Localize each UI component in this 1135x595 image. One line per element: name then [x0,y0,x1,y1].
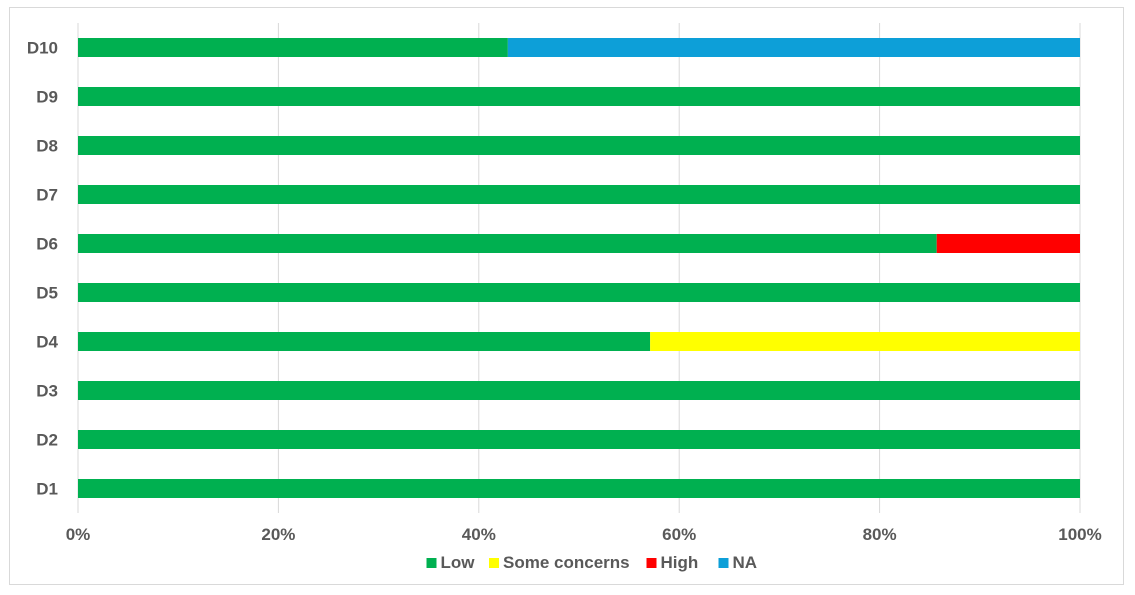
bar-segment-some-concerns [650,332,1080,351]
bar-segment-low [78,87,1080,106]
bars [78,38,1080,498]
category-label: D9 [36,88,58,107]
bar-segment-na [507,38,1080,57]
legend-swatch [489,558,499,568]
x-tick-label: 80% [863,525,897,544]
bar-segment-low [78,430,1080,449]
x-tick-label: 60% [662,525,696,544]
x-tick-label: 20% [261,525,295,544]
legend-swatch [718,558,729,568]
category-label: D8 [36,137,58,156]
legend: Low Some concerns High NA [426,553,758,572]
bar-segment-low [78,283,1080,302]
bar-segment-high [936,234,1080,253]
category-label: D3 [36,382,58,401]
legend-label: High [661,553,699,572]
x-tick-label: 40% [462,525,496,544]
legend-swatch [426,558,437,568]
category-labels: D1 D2 D3 D4 D5 D6 D7 D8 D9 D10 [27,39,59,499]
category-label: D6 [36,235,58,254]
x-tick-label: 100% [1058,525,1101,544]
x-tick-label: 0% [66,525,91,544]
category-label: D2 [36,431,58,450]
stacked-bar-chart: D1 D2 D3 D4 D5 D6 D7 D8 D9 D10 0% 20% 40% 60% 80% 100%… [27,23,1102,572]
category-label: D5 [36,284,58,303]
category-label: D10 [27,39,58,58]
bar-segment-low [78,234,937,253]
bar-segment-low [78,381,1080,400]
legend-swatch [646,558,657,568]
legend-label: Some concerns [503,553,630,572]
bar-segment-low [78,136,1080,155]
category-label: D1 [36,480,58,499]
chart-frame: D1 D2 D3 D4 D5 D6 D7 D8 D9 D10 0% 20% 40% 60% 80% 100%… [9,7,1124,585]
bar-segment-low [78,479,1080,498]
bar-segment-low [78,38,508,57]
x-tick-labels: 0% 20% 40% 60% 80% 100% [66,525,1102,544]
category-label: D4 [36,333,58,352]
legend-label: Low [441,553,476,572]
bar-segment-low [78,185,1080,204]
category-label: D7 [36,186,58,205]
bar-segment-low [78,332,651,351]
legend-label: NA [733,553,758,572]
